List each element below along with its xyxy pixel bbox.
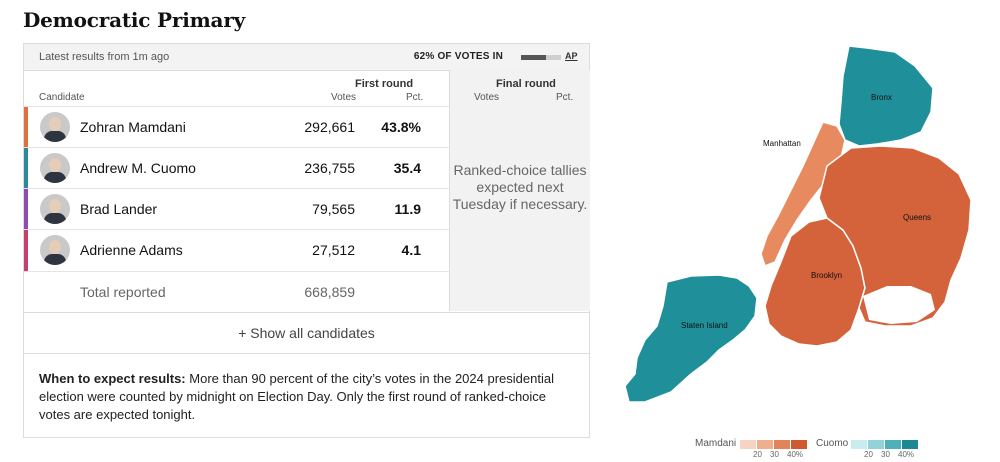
votes-in-progress-bar — [521, 55, 561, 60]
votes-column-header: Votes — [331, 92, 357, 103]
legend-cuomo-tick: 20 — [864, 450, 873, 459]
results-timing-heading: When to expect results: — [39, 371, 186, 386]
results-timing-text: More than 90 percent of the city’s votes… — [39, 371, 554, 422]
candidate-name: Brad Lander — [80, 201, 158, 217]
legend-cuomo-tick: 40% — [898, 450, 915, 459]
candidate-avatar — [40, 153, 70, 183]
candidate-avatar — [40, 112, 70, 142]
table-header: First round Candidate Votes Pct. — [24, 70, 449, 106]
show-all-candidates-button[interactable]: + Show all candidates — [24, 312, 589, 354]
candidate-color-bar — [24, 148, 28, 189]
map-label-manhattan: Manhattan — [763, 139, 801, 148]
jamaica-bay-water — [863, 286, 935, 324]
ap-source-link[interactable]: AP — [565, 51, 578, 61]
legend-swatch — [902, 440, 918, 449]
final-round-header: Final round — [496, 78, 556, 90]
queens-shape[interactable] — [818, 145, 972, 327]
candidate-votes: 79,565 — [312, 201, 355, 217]
candidate-color-bar — [24, 189, 28, 230]
legend-mamdani-tick: 20 — [753, 450, 762, 459]
candidate-color-bar — [24, 107, 28, 148]
candidate-row: Zohran Mamdani 292,661 43.8% — [24, 106, 449, 148]
map-label-brooklyn: Brooklyn — [811, 271, 842, 280]
candidate-color-bar — [24, 230, 28, 271]
legend-swatch — [740, 440, 756, 449]
candidate-votes: 236,755 — [304, 160, 355, 176]
results-timing-note: When to expect results: More than 90 per… — [39, 370, 579, 424]
final-votes-column-header: Votes — [474, 92, 500, 103]
candidate-name: Adrienne Adams — [80, 242, 183, 258]
candidate-votes: 27,512 — [312, 242, 355, 258]
legend-swatch — [757, 440, 773, 449]
legend-swatch — [868, 440, 884, 449]
candidate-row: Brad Lander 79,565 11.9 — [24, 188, 449, 230]
latest-results-text: Latest results from 1m ago — [39, 51, 170, 63]
total-votes: 668,859 — [304, 284, 355, 300]
votes-in-progress-fill — [521, 55, 546, 60]
total-label: Total reported — [80, 284, 166, 300]
candidate-row: Andrew M. Cuomo 236,755 35.4 — [24, 147, 449, 189]
bronx-shape[interactable] — [838, 45, 934, 147]
first-round-header: First round — [355, 78, 414, 90]
legend-mamdani-label: Mamdani — [695, 438, 737, 449]
legend-mamdani-tick: 40% — [787, 450, 804, 459]
legend-swatch — [885, 440, 901, 449]
map-label-staten-island: Staten Island — [681, 321, 728, 330]
candidate-pct: 11.9 — [394, 201, 421, 217]
map-label-queens: Queens — [903, 213, 931, 222]
page-title: Democratic Primary — [23, 8, 246, 32]
results-table: Latest results from 1m ago 62% OF VOTES … — [23, 43, 590, 438]
candidate-pct: 4.1 — [401, 242, 421, 258]
candidate-name: Zohran Mamdani — [80, 119, 186, 135]
final-round-column: Final round Votes Pct. Ranked-choice tal… — [449, 70, 590, 311]
candidate-pct: 43.8% — [381, 119, 421, 135]
legend-cuomo-label: Cuomo — [816, 438, 849, 449]
pct-column-header: Pct. — [406, 92, 424, 103]
borough-results-map: Bronx Manhattan Queens Brooklyn Staten I… — [624, 45, 972, 403]
total-row: Total reported 668,859 — [24, 271, 449, 313]
candidate-row: Adrienne Adams 27,512 4.1 — [24, 229, 449, 271]
legend-swatch — [851, 440, 867, 449]
candidate-avatar — [40, 235, 70, 265]
votes-in-text: 62% OF VOTES IN — [413, 51, 503, 62]
candidate-name: Andrew M. Cuomo — [80, 160, 196, 176]
manhattan-shape[interactable] — [760, 121, 846, 267]
final-round-note: Ranked-choice tallies expected next Tues… — [452, 162, 588, 212]
legend-cuomo-tick: 30 — [881, 450, 890, 459]
candidate-pct: 35.4 — [393, 160, 421, 176]
candidate-votes: 292,661 — [304, 119, 355, 135]
legend-mamdani-tick: 30 — [770, 450, 779, 459]
legend-swatch — [791, 440, 807, 449]
candidate-column-header: Candidate — [39, 92, 85, 103]
legend-swatch — [774, 440, 790, 449]
results-status-bar: Latest results from 1m ago 62% OF VOTES … — [24, 44, 589, 71]
candidate-avatar — [40, 194, 70, 224]
map-label-bronx: Bronx — [871, 93, 892, 102]
staten-island-shape[interactable] — [624, 274, 758, 403]
final-pct-column-header: Pct. — [556, 92, 574, 103]
